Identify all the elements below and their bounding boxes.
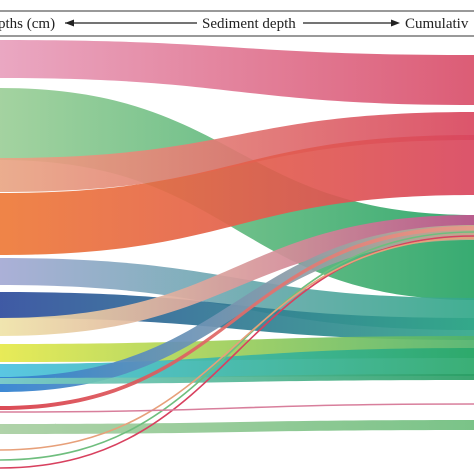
flow-pink-red-ribbon	[0, 40, 474, 105]
flow-blue-ribbon	[0, 225, 474, 392]
center-axis-label: Sediment depth	[202, 16, 296, 32]
flow-orange-red-ribbon	[0, 135, 474, 255]
flow-lavender-ribbon	[0, 258, 474, 330]
strand-peach-lower	[0, 237, 474, 451]
flow-peach-red-ribbon	[0, 112, 474, 192]
right-axis-label: Cumulativ	[405, 16, 469, 32]
strand-red-lower	[0, 235, 474, 469]
flow-ribbons	[0, 40, 474, 469]
flow-sage-ribbon	[0, 420, 474, 434]
flow-red-ribbon	[0, 226, 474, 410]
left-axis-label: pths (cm)	[0, 16, 55, 32]
left-arrow-head	[65, 19, 74, 27]
right-arrow-head	[391, 19, 400, 27]
flow-teal-ribbon	[0, 374, 474, 384]
strand-green-lower	[0, 231, 474, 461]
header-bar: pths (cm) Sediment depth Cumulativ	[0, 10, 474, 37]
strand-pink-flat	[0, 403, 474, 413]
